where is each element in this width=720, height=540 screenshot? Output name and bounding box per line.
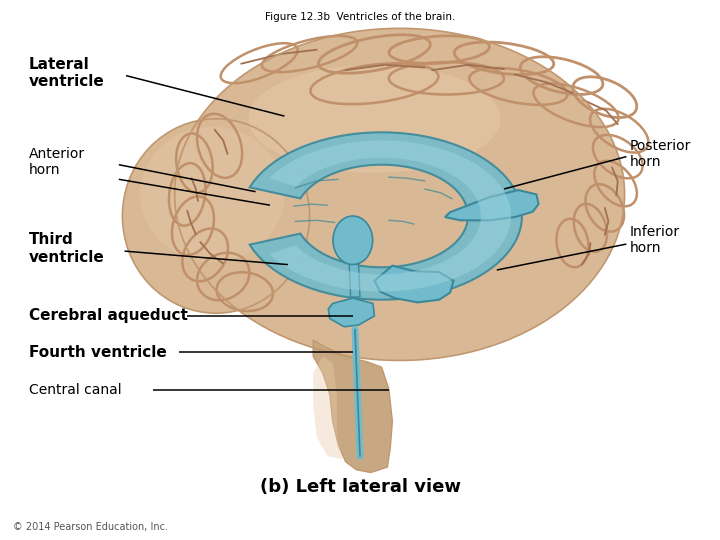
Text: Fourth ventricle: Fourth ventricle <box>29 345 166 360</box>
Polygon shape <box>313 340 392 472</box>
Text: Third
ventricle: Third ventricle <box>29 232 104 265</box>
Polygon shape <box>374 266 454 302</box>
Ellipse shape <box>175 28 625 361</box>
Text: © 2014 Pearson Education, Inc.: © 2014 Pearson Education, Inc. <box>13 522 168 532</box>
Ellipse shape <box>248 65 500 173</box>
Ellipse shape <box>122 119 310 313</box>
Polygon shape <box>269 140 511 292</box>
Polygon shape <box>349 265 360 297</box>
Text: Cerebral aqueduct: Cerebral aqueduct <box>29 308 188 323</box>
Text: Anterior
horn: Anterior horn <box>29 147 85 177</box>
Ellipse shape <box>333 216 373 265</box>
Polygon shape <box>445 190 539 220</box>
Text: (b) Left lateral view: (b) Left lateral view <box>259 478 461 496</box>
Text: Central canal: Central canal <box>29 383 122 397</box>
Polygon shape <box>313 356 343 459</box>
Text: Lateral
ventricle: Lateral ventricle <box>29 57 104 89</box>
Text: Inferior
horn: Inferior horn <box>630 225 680 255</box>
Polygon shape <box>250 132 522 300</box>
Polygon shape <box>328 298 374 327</box>
Text: Figure 12.3b  Ventricles of the brain.: Figure 12.3b Ventricles of the brain. <box>265 12 455 22</box>
Text: Posterior
horn: Posterior horn <box>630 139 691 169</box>
Ellipse shape <box>140 127 284 262</box>
